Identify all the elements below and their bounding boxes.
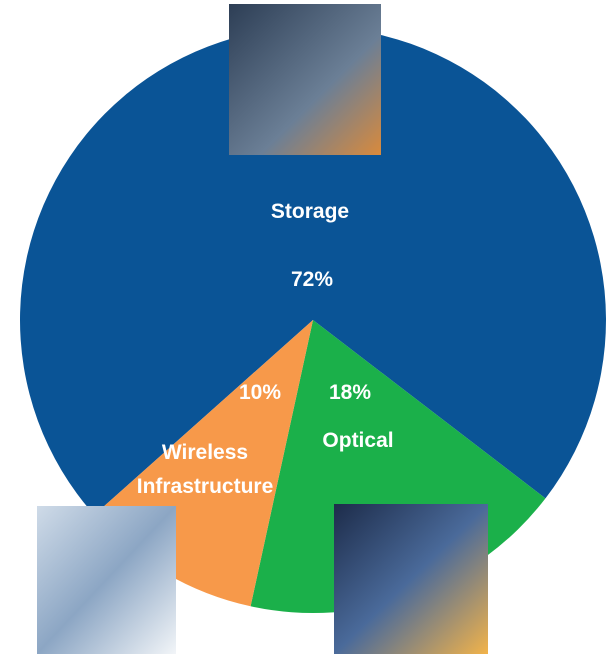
slice-value: 72%	[290, 268, 334, 291]
slice-value: 10%	[238, 381, 282, 404]
optical-image	[334, 504, 488, 654]
wireless-image	[37, 506, 176, 654]
slice-name: Storage	[270, 200, 350, 223]
slice-name: Optical	[322, 429, 394, 452]
storage-image	[229, 4, 381, 155]
slice-name: Wireless Infrastructure	[136, 441, 274, 498]
slice-value: 18%	[328, 381, 372, 404]
pie-slice	[20, 27, 606, 515]
